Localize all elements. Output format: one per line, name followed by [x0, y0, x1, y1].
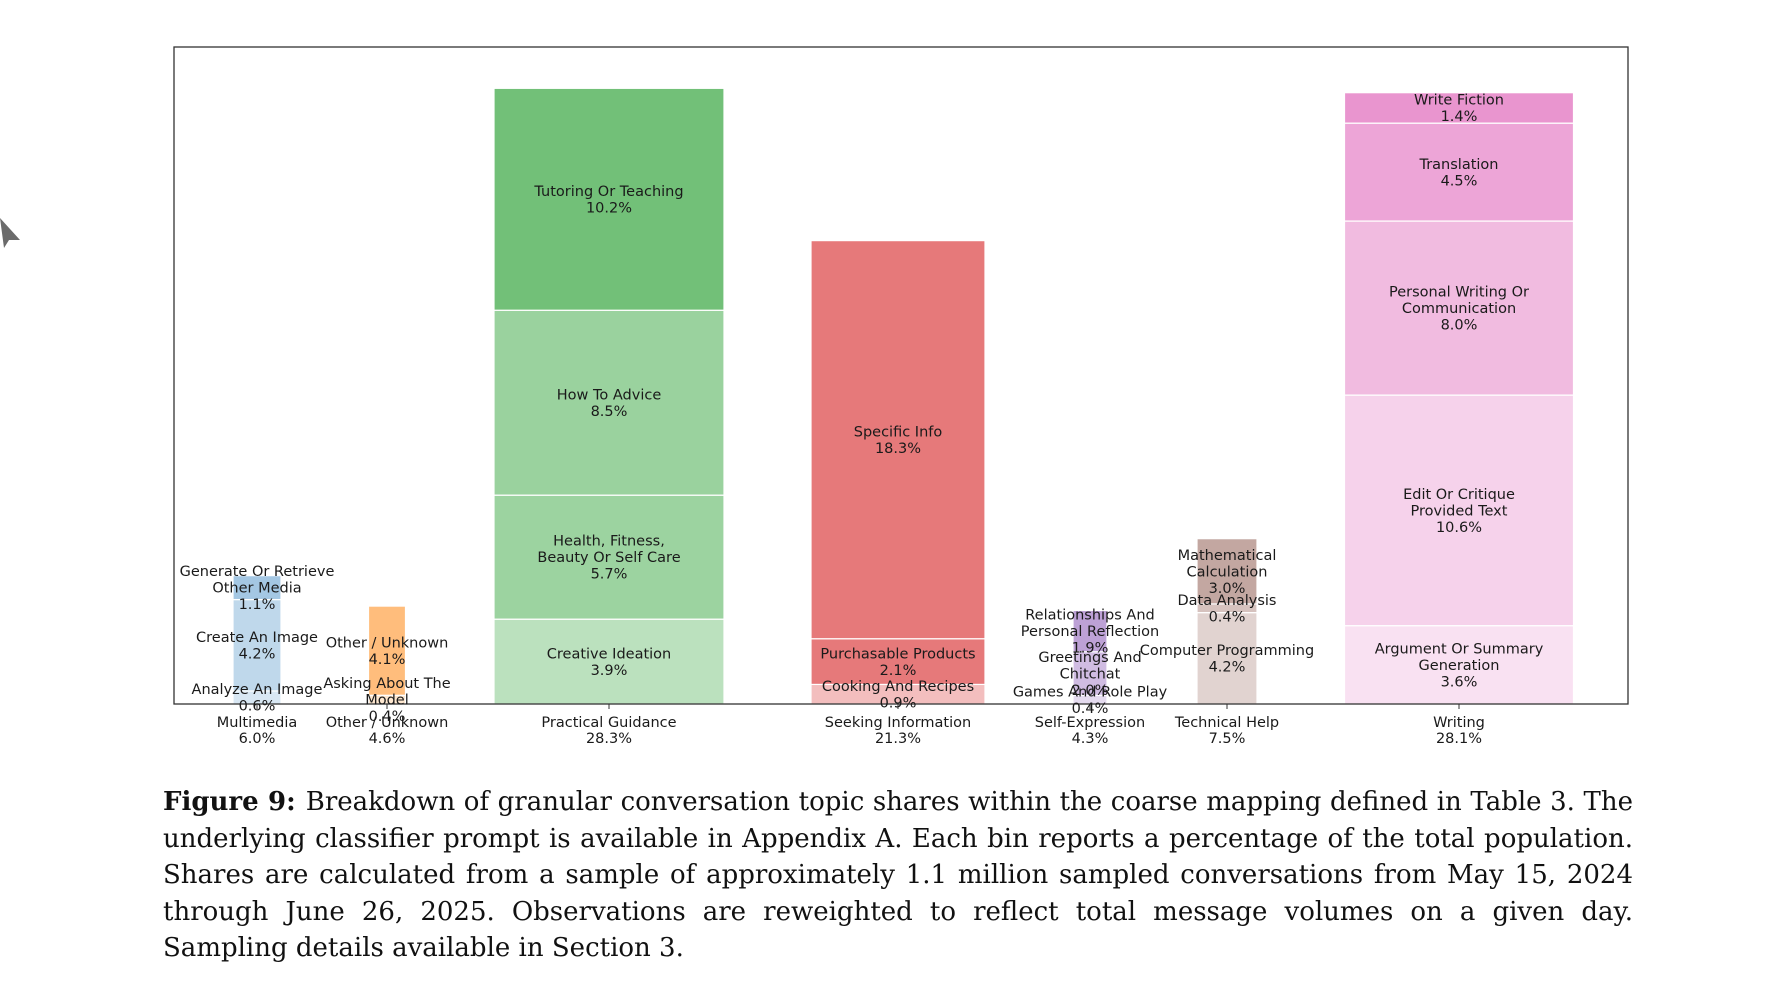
segment-label-cooking-and-recipes: Cooking And Recipes 0.9%	[822, 679, 974, 712]
bar-segment-tutoring-or-teaching	[493, 87, 725, 311]
x-tick-label-multimedia: Multimedia 6.0%	[217, 715, 298, 747]
bar-segment-other-unknown	[367, 605, 407, 696]
segment-label-tutoring-or-teaching: Tutoring Or Teaching 10.2%	[533, 184, 683, 217]
segment-label-edit-or-critique: Edit Or Critique Provided Text 10.6%	[1403, 487, 1515, 536]
segment-label-asking-about-the: Asking About The Model 0.4%	[323, 676, 450, 725]
stacked-bar-chart: Multimedia 6.0% Other / Unknown 4.6% Practic…	[173, 46, 1629, 747]
bar-segment-creative-ideation	[493, 618, 725, 704]
segment-label-creative-ideation: Creative Ideation 3.9%	[547, 646, 671, 679]
bar-segment-purchasable-products	[810, 638, 986, 686]
bar-segment-edit-or-critique	[1343, 394, 1575, 627]
plot-frame	[173, 46, 1629, 705]
segment-label-games-and-role-play: Games And Role Play 0.4%	[1013, 684, 1168, 717]
bar-segment-greetings-and	[1072, 651, 1108, 696]
segment-label-argument-or-summary: Argument Or Summary Generation 3.6%	[1375, 641, 1544, 690]
segment-label-computer-programming: Computer Programming 4.2%	[1140, 643, 1314, 676]
segment-label-greetings-and: Greetings And Chitchat 2.0%	[1038, 650, 1141, 699]
bar-segment-translation	[1343, 122, 1575, 222]
segment-label-other-unknown: Other / Unknown 4.1%	[326, 636, 449, 669]
bar-segment-health-fitness	[493, 494, 725, 620]
bar-segment-how-to-advice	[493, 309, 725, 496]
x-tick-label-writing: Writing 28.1%	[1433, 715, 1485, 747]
segment-label-translation: Translation 4.5%	[1418, 157, 1498, 190]
figure-caption: Figure 9: Breakdown of granular conversat…	[163, 784, 1633, 967]
segment-label-generate-or-retrieve: Generate Or Retrieve Other Media 1.1%	[180, 564, 335, 613]
cursor-arrow-icon	[0, 218, 20, 248]
segment-label-data-analysis: Data Analysis 0.4%	[1178, 593, 1277, 626]
x-tick-label-technical-help: Technical Help 7.5%	[1174, 715, 1279, 747]
bar-segment-computer-programming	[1196, 612, 1258, 704]
x-tick-label-practical-guidance: Practical Guidance 28.3%	[541, 715, 676, 747]
bar-segment-mathematical	[1196, 538, 1258, 605]
bar-segment-argument-or-summary	[1343, 625, 1575, 704]
segment-label-mathematical: Mathematical Calculation 3.0%	[1178, 548, 1277, 597]
segment-label-create-an-image: Create An Image 4.2%	[196, 630, 318, 663]
segment-label-health-fitness: Health, Fitness, Beauty Or Self Care 5.7%	[537, 534, 680, 583]
x-tick-label-seeking-information: Seeking Information 21.3%	[825, 715, 971, 747]
figure-caption-text: Breakdown of granular conversation topic…	[163, 787, 1634, 963]
bar-segment-write-fiction	[1343, 92, 1575, 124]
segment-label-analyze-an-image: Analyze An Image 0.6%	[192, 682, 323, 715]
segment-label-purchasable-products: Purchasable Products 2.1%	[820, 646, 975, 679]
segment-label-specific-info: Specific Info 18.3%	[854, 424, 943, 457]
bar-segment-specific-info	[810, 240, 986, 640]
segment-label-personal-writing-or: Personal Writing Or Communication 8.0%	[1389, 285, 1529, 334]
segment-label-how-to-advice: How To Advice 8.5%	[557, 387, 662, 420]
x-tick-label-other-unknown: Other / Unknown 4.6%	[326, 715, 449, 747]
bar-segment-personal-writing-or	[1343, 220, 1575, 396]
segment-label-write-fiction: Write Fiction 1.4%	[1414, 93, 1504, 126]
bar-segment-generate-or-retrieve	[232, 575, 282, 601]
segment-label-relationships-and: Relationships And Personal Reflection 1.9%	[1021, 608, 1159, 657]
bar-segment-relationships-and	[1072, 609, 1108, 653]
bar-segment-create-an-image	[232, 598, 282, 692]
figure-label: Figure 9:	[163, 787, 296, 817]
x-tick-label-self-expression: Self-Expression 4.3%	[1035, 715, 1145, 747]
